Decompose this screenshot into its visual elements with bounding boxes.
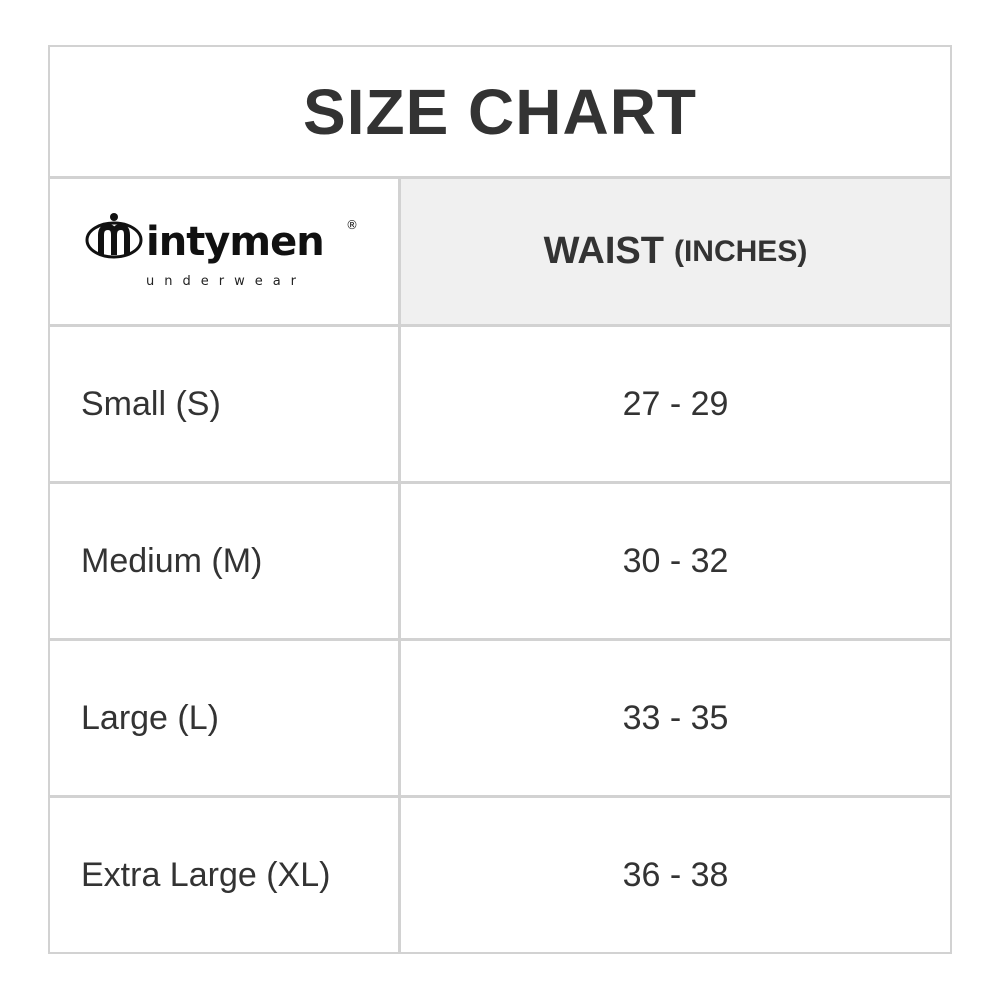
size-label: Extra Large (XL): [81, 855, 331, 894]
table-row: Medium (M) 30 - 32: [50, 484, 950, 641]
svg-text:underwear: underwear: [146, 274, 306, 289]
table-row: Large (L) 33 - 35: [50, 641, 950, 798]
brand-logo: intymen ® underwear: [50, 179, 401, 324]
svg-text:intymen: intymen: [146, 219, 324, 265]
waist-header: WAIST (INCHES): [401, 179, 950, 324]
size-label: Small (S): [81, 384, 221, 423]
size-chart-table: SIZE CHART intymen ® underwear WAIST (IN…: [48, 45, 952, 954]
size-label: Medium (M): [81, 541, 263, 580]
intymen-logo-icon: intymen ® underwear: [85, 212, 358, 289]
waist-header-label: WAIST: [543, 230, 664, 272]
table-row: Small (S) 27 - 29: [50, 327, 950, 484]
table-row: Extra Large (XL) 36 - 38: [50, 798, 950, 952]
waist-header-unit: (INCHES): [673, 234, 808, 268]
waist-value: 36 - 38: [622, 855, 729, 894]
chart-title: SIZE CHART: [50, 47, 950, 179]
waist-value: 30 - 32: [622, 541, 729, 580]
size-label: Large (L): [81, 698, 219, 737]
header-row: intymen ® underwear WAIST (INCHES): [50, 179, 950, 327]
waist-value: 27 - 29: [622, 384, 729, 423]
svg-text:®: ®: [346, 218, 358, 232]
waist-value: 33 - 35: [622, 698, 729, 737]
